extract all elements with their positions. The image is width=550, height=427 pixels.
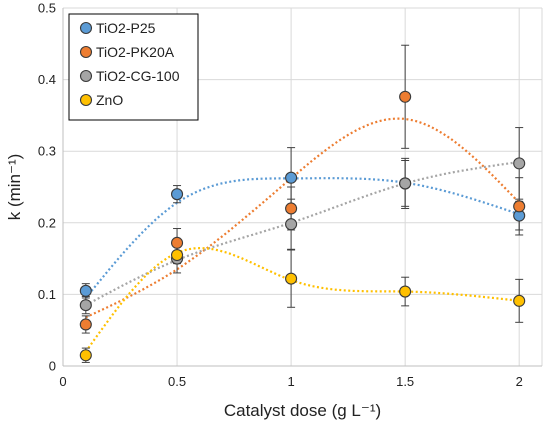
data-point <box>285 218 298 231</box>
x-tick-label: 0 <box>59 374 66 389</box>
legend-label: TiO2-P25 <box>96 20 156 36</box>
data-point <box>79 349 92 362</box>
data-point <box>513 157 526 170</box>
data-point <box>170 188 184 201</box>
legend: TiO2-P25 TiO2-PK20A TiO2-CG-100 ZnO <box>68 13 199 121</box>
axes <box>62 8 542 367</box>
legend-marker <box>79 45 93 59</box>
x-axis-title: Catalyst dose (g L⁻¹) <box>224 401 381 420</box>
data-point <box>285 202 298 215</box>
data-point <box>79 318 92 331</box>
legend-marker <box>79 69 93 83</box>
y-tick-label: 0.5 <box>38 1 56 16</box>
data-point <box>170 236 184 249</box>
y-axis-title: k (min⁻¹) <box>5 154 24 221</box>
tick-labels: 0 0.1 0.2 0.3 0.4 0.5 0 0.5 1 1.5 2 <box>38 1 523 390</box>
data-point <box>79 299 92 312</box>
data-point <box>79 284 92 297</box>
legend-label: TiO2-CG-100 <box>96 68 180 84</box>
data-point <box>513 294 526 307</box>
y-tick-label: 0.1 <box>38 287 56 302</box>
legend-marker <box>79 21 93 35</box>
data-point <box>285 171 298 184</box>
data-point <box>285 272 298 285</box>
data-point <box>399 285 412 298</box>
y-tick-label: 0 <box>49 359 56 374</box>
data-point <box>170 248 184 262</box>
legend-label: ZnO <box>96 92 123 108</box>
trendline-2 <box>85 160 520 307</box>
y-tick-label: 0.3 <box>38 144 56 159</box>
trendline-0 <box>84 177 520 299</box>
y-tick-label: 0.2 <box>38 215 56 230</box>
data-point <box>399 177 412 190</box>
legend-label: TiO2-PK20A <box>96 44 175 60</box>
y-tick-label: 0.4 <box>38 72 56 87</box>
data-points <box>79 90 526 362</box>
data-point <box>399 90 412 103</box>
x-tick-label: 2 <box>516 374 523 389</box>
data-point <box>513 200 526 213</box>
legend-marker <box>79 93 93 107</box>
x-tick-label: 1.5 <box>396 374 414 389</box>
trendlines <box>84 117 520 353</box>
x-tick-label: 1 <box>287 374 294 389</box>
x-tick-label: 0.5 <box>168 374 186 389</box>
trendline-3 <box>84 246 520 353</box>
